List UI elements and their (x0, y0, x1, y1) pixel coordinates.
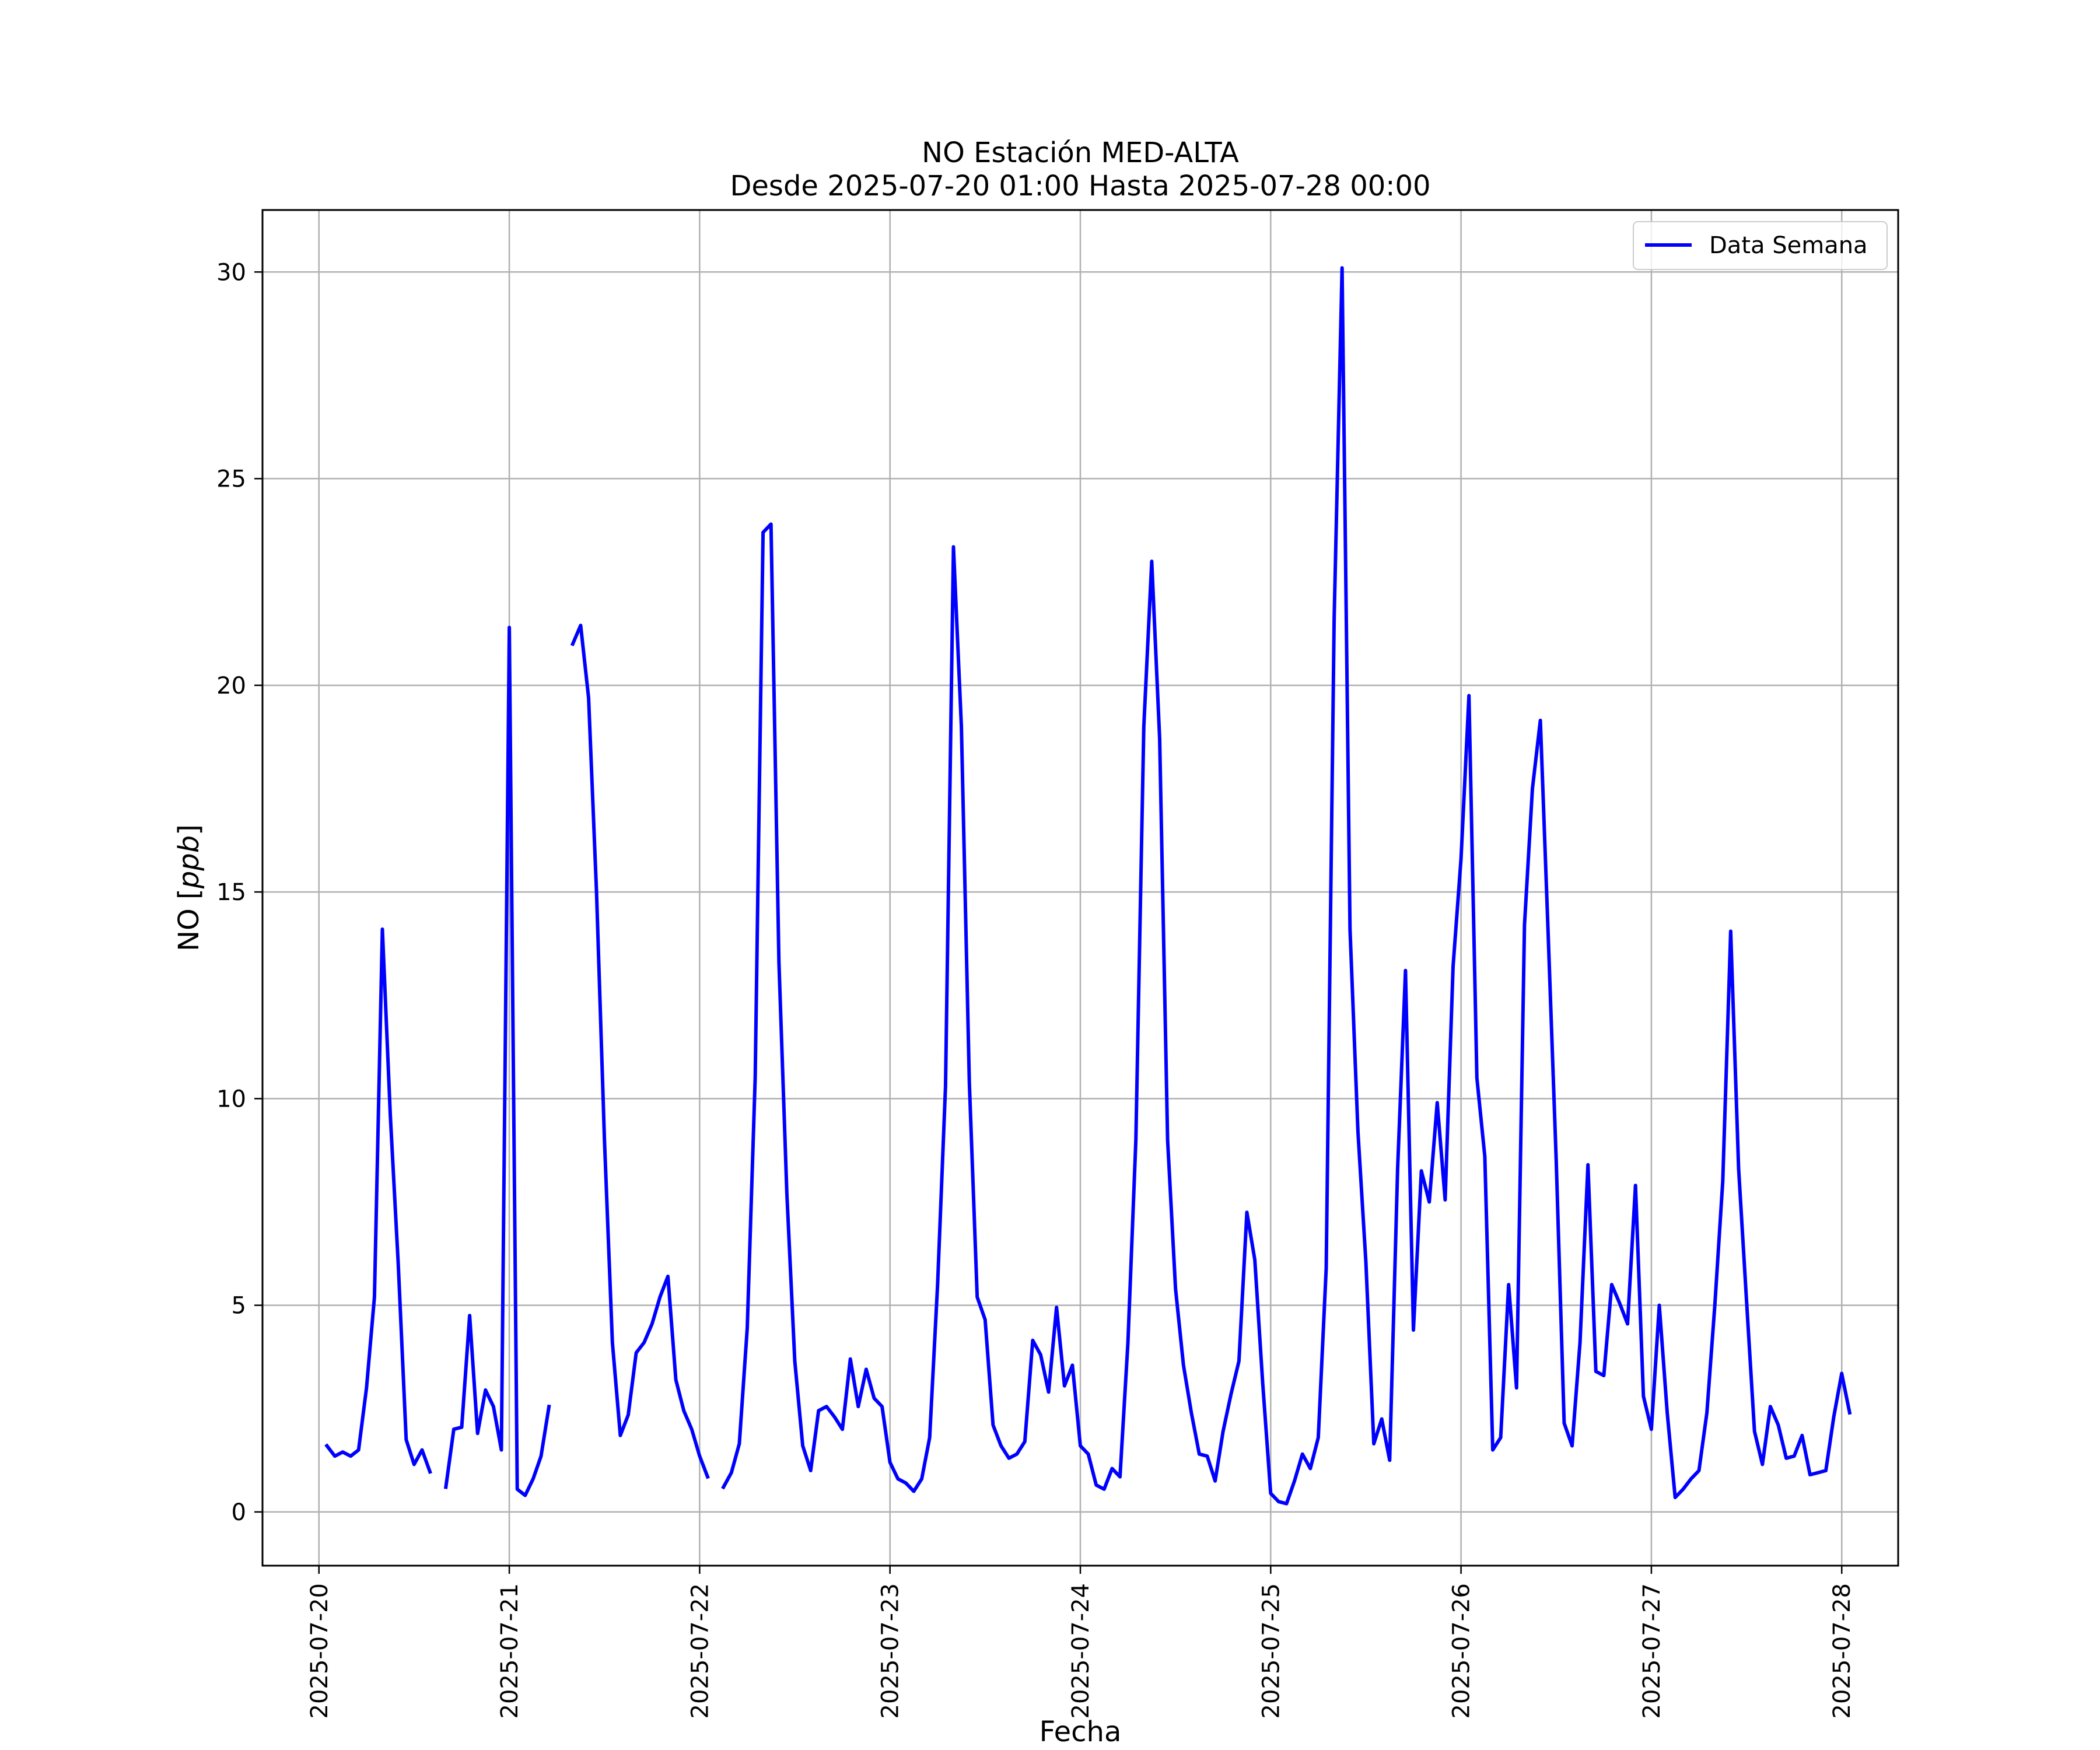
x-tick-label: 2025-07-26 (1448, 1583, 1475, 1718)
series-line (324, 927, 432, 1475)
series-line (570, 624, 710, 1479)
legend: Data Semana (1633, 221, 1888, 270)
y-tick-label: 5 (232, 1293, 246, 1320)
x-tick-label: 2025-07-27 (1639, 1583, 1665, 1718)
y-tick-label: 0 (232, 1499, 246, 1526)
y-axis-label-main: NO [ (173, 888, 205, 951)
chart-title: NO Estación MED-ALTA (922, 136, 1239, 169)
y-axis-label: NO [ppb] (173, 824, 205, 951)
grid-lines (262, 210, 1898, 1566)
legend-label: Data Semana (1709, 232, 1868, 259)
x-tick-label: 2025-07-24 (1068, 1583, 1094, 1718)
series-line (443, 625, 551, 1497)
y-tick-label: 20 (216, 673, 246, 699)
x-axis-label: Fecha (1040, 1716, 1122, 1748)
x-tick-label: 2025-07-28 (1829, 1583, 1856, 1718)
y-axis-label-unit: ppb (173, 835, 205, 889)
series-layer (324, 266, 1852, 1506)
y-tick-label: 30 (216, 259, 246, 286)
x-tick-label: 2025-07-20 (306, 1583, 333, 1718)
y-tick-label: 15 (216, 879, 246, 906)
series-line (721, 266, 1852, 1506)
legend-box (1633, 221, 1888, 270)
x-tick-label: 2025-07-23 (877, 1583, 904, 1718)
y-axis-label-close: ] (173, 824, 205, 835)
chart-subtitle: Desde 2025-07-20 01:00 Hasta 2025-07-28 … (730, 170, 1430, 202)
y-tick-label: 25 (216, 466, 246, 493)
x-tick-label: 2025-07-25 (1258, 1583, 1284, 1718)
axis-ticks: 2025-07-20 2025-07-21 2025-07-22 2025-07-23… (216, 259, 1856, 1718)
x-tick-label: 2025-07-22 (687, 1583, 713, 1718)
x-tick-label: 2025-07-21 (496, 1583, 523, 1718)
y-tick-label: 10 (216, 1086, 246, 1112)
